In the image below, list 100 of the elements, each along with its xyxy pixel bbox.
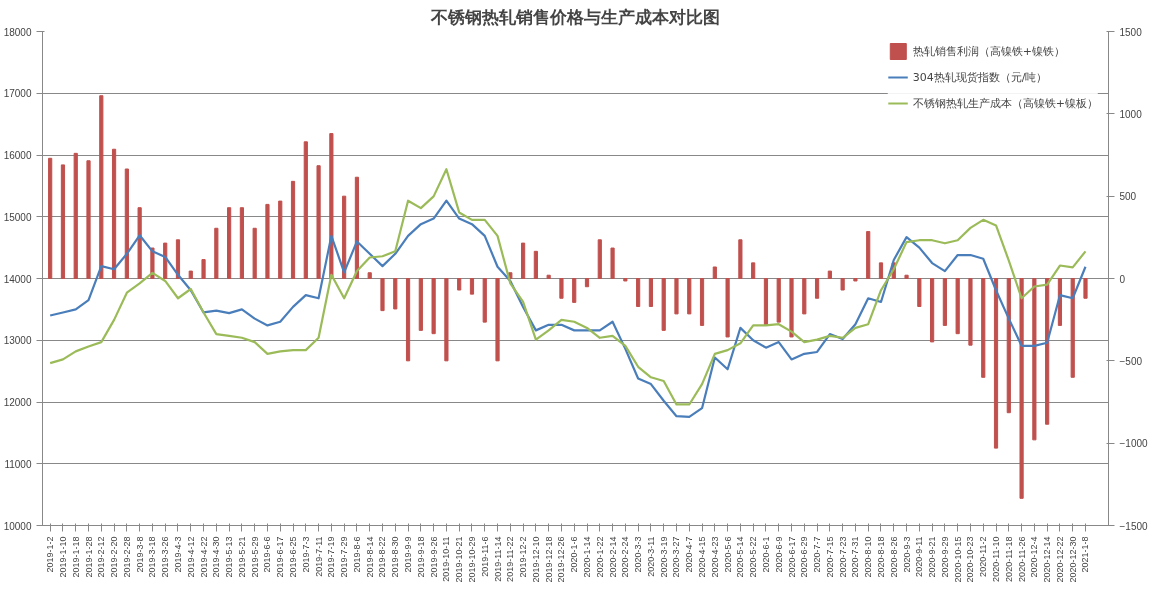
x-tick-label: 2020-4-23 [709,536,720,578]
bar [648,278,654,307]
y2-tick-label: −1500 [1119,520,1149,532]
x-tick-label: 2019-4-3 [172,536,183,573]
x-tick-label: 2019-11-22 [505,536,516,582]
x-tick-label: 2020-11-26 [1016,536,1027,582]
bar [457,278,462,291]
x-tick-label: 2019-5-29 [249,536,260,578]
x-tick-label: 2020-12-30 [1067,536,1078,583]
bar [367,272,372,279]
x-tick-label: 2019-2-12 [96,536,107,578]
x-tick-label: 2020-10-15 [952,536,963,583]
bar [661,278,666,331]
bar [214,227,219,279]
bar [930,278,935,343]
x-tick-label: 2019-7-3 [300,536,311,573]
y2-tick-label: 0 [1119,273,1126,285]
x-tick-label: 2020-8-26 [888,536,899,578]
bar [584,278,590,288]
bar [789,278,794,338]
y2-tick-label: 500 [1119,191,1137,203]
x-tick-label: 2019-6-6 [262,536,273,573]
bar [878,262,884,279]
bar [533,250,538,279]
bar [853,278,858,282]
x-tick-label: 2019-9-9 [403,536,414,573]
x-tick-label: 2020-3-3 [633,536,644,573]
bar [252,227,257,279]
x-tick-label: 2019-10-11 [441,536,452,582]
bar [981,278,986,378]
bar [278,200,283,279]
x-tick-label: 2019-12-10 [530,536,541,583]
x-tick-label: 2019-2-20 [109,536,120,578]
x-tick-label: 2019-9-26 [428,536,439,578]
x-tick-label: 2020-1-22 [594,536,605,578]
y-tick-label: 16000 [3,150,32,161]
bar [303,141,308,279]
bar [636,278,641,307]
x-tick-label: 2020-9-3 [901,536,912,573]
x-tick-label: 2020-2-14 [607,536,618,578]
x-tick-label: 2020-1-14 [582,536,592,578]
x-tick-label: 2019-1-18 [70,536,81,578]
bar [546,274,551,279]
x-tick-label: 2019-7-19 [326,536,337,578]
bar [380,278,385,312]
bar [239,207,244,279]
x-tick-label: 2020-7-23 [837,536,848,578]
y2-tick-label: 1500 [1119,26,1143,38]
y-tick-label: 15000 [3,211,32,223]
bar [572,278,577,303]
x-tick-label: 2020-12-22 [1054,536,1065,583]
x-tick-label: 2020-11-2 [978,536,989,577]
bar [418,278,423,331]
x-tick-label: 2020-7-31 [850,536,861,578]
x-tick-label: 2019-5-13 [224,536,235,578]
y2-tick-label: 1000 [1119,108,1143,120]
x-tick-label: 2019-7-11 [313,536,324,577]
bar [738,239,743,279]
x-tick-label: 2020-9-11 [914,536,925,577]
bar [137,207,142,279]
y-tick-label: 14000 [3,273,32,285]
x-tick-label: 2019-1-28 [83,536,94,578]
legend-label: 不锈钢热轧生产成本（高镍铁+镍板） [912,95,1098,111]
bar [712,266,717,279]
bar [597,239,602,279]
x-tick-label: 2019-6-25 [288,536,299,578]
bar [802,278,807,315]
bar [86,160,91,279]
y-tick-label: 11000 [4,458,32,470]
y-tick-label: 18000 [3,26,32,38]
y-tick-label: 17000 [3,88,32,100]
bar [610,247,615,279]
bar [290,180,296,279]
x-tick-label: 2020-12-4 [1029,536,1040,578]
x-tick-label: 2019-12-2 [518,536,529,578]
x-tick-label: 2020-2-24 [620,536,631,578]
x-tick-label: 2019-8-6 [351,536,362,573]
x-tick-label: 2020-7-15 [824,536,835,578]
x-tick-label: 2019-4-12 [185,536,196,578]
x-tick-label: 2019-11-6 [479,536,490,577]
bar [227,207,232,279]
bar [968,278,973,346]
bar [827,270,832,279]
legend-label: 304热轧现货指数（元/吨） [912,69,1048,85]
x-tick-label: 2020-10-23 [965,536,976,583]
y-tick-label: 10000 [3,520,32,532]
x-tick-label: 2019-8-22 [377,536,388,578]
x-tick-label: 2019-9-18 [415,536,426,578]
x-tick-label: 2021-1-8 [1080,536,1091,573]
bar [559,278,564,299]
bar [751,262,756,279]
x-tick-label: 2020-6-17 [786,536,797,578]
x-tick-label: 2020-11-10 [991,536,1002,582]
bar [1083,278,1088,299]
bar [1045,278,1050,425]
x-tick-label: 2019-3-8 [134,536,145,573]
bar [1032,278,1037,441]
bar [917,278,922,307]
x-tick-label: 2019-1-2 [45,536,56,573]
bar [188,270,193,279]
